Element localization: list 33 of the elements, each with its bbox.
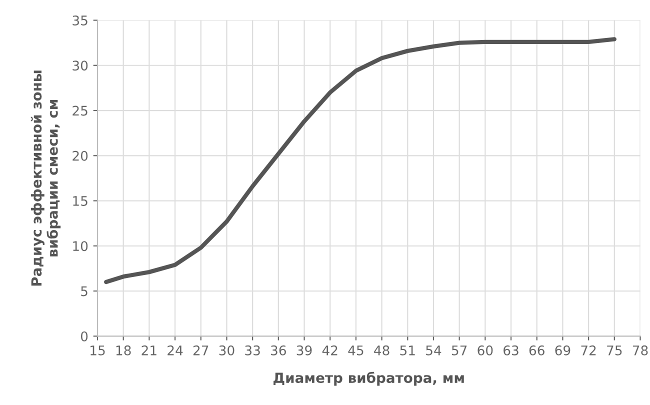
x-tick-label: 75 bbox=[607, 346, 622, 356]
y-tick-label: 20 bbox=[72, 150, 88, 161]
x-tick-label: 78 bbox=[632, 345, 648, 356]
x-axis-title: Диаметр вибратора, мм bbox=[274, 372, 464, 386]
x-tick-label: 69 bbox=[555, 345, 570, 356]
y-tick-label: 15 bbox=[73, 196, 88, 206]
x-tick-label: 60 bbox=[478, 345, 493, 356]
x-tick-label: 57 bbox=[452, 346, 467, 356]
x-tick-label: 27 bbox=[193, 345, 208, 356]
y-tick-label: 5 bbox=[81, 286, 88, 296]
y-axis-title: Радиус эффективной зоны вибрации смеси, см bbox=[30, 70, 61, 286]
line-series bbox=[104, 37, 616, 284]
x-tick-label: 36 bbox=[271, 345, 286, 356]
y-tick-label: 10 bbox=[73, 241, 88, 252]
y-tick-label: 25 bbox=[72, 106, 88, 116]
x-tick-label: 18 bbox=[116, 345, 131, 356]
x-tick-label: 48 bbox=[374, 345, 390, 356]
y-tick-label: 0 bbox=[80, 331, 88, 342]
y-tick-label: 30 bbox=[72, 60, 88, 71]
x-tick-label: 45 bbox=[348, 346, 364, 356]
x-tick-label: 33 bbox=[245, 345, 260, 356]
x-tick-label: 21 bbox=[142, 345, 156, 356]
x-tick-label: 42 bbox=[322, 345, 338, 356]
x-tick-label: 63 bbox=[504, 345, 518, 356]
y-tick-label: 35 bbox=[72, 15, 88, 26]
x-tick-label: 54 bbox=[426, 346, 442, 356]
x-tick-label: 39 bbox=[296, 345, 312, 356]
x-tick-label: 66 bbox=[529, 345, 544, 356]
x-tick-label: 72 bbox=[581, 345, 596, 356]
x-tick-label: 51 bbox=[400, 346, 415, 356]
x-tick-label: 30 bbox=[219, 345, 234, 356]
x-tick-label: 24 bbox=[168, 345, 183, 356]
x-tick-label: 15 bbox=[90, 346, 105, 356]
